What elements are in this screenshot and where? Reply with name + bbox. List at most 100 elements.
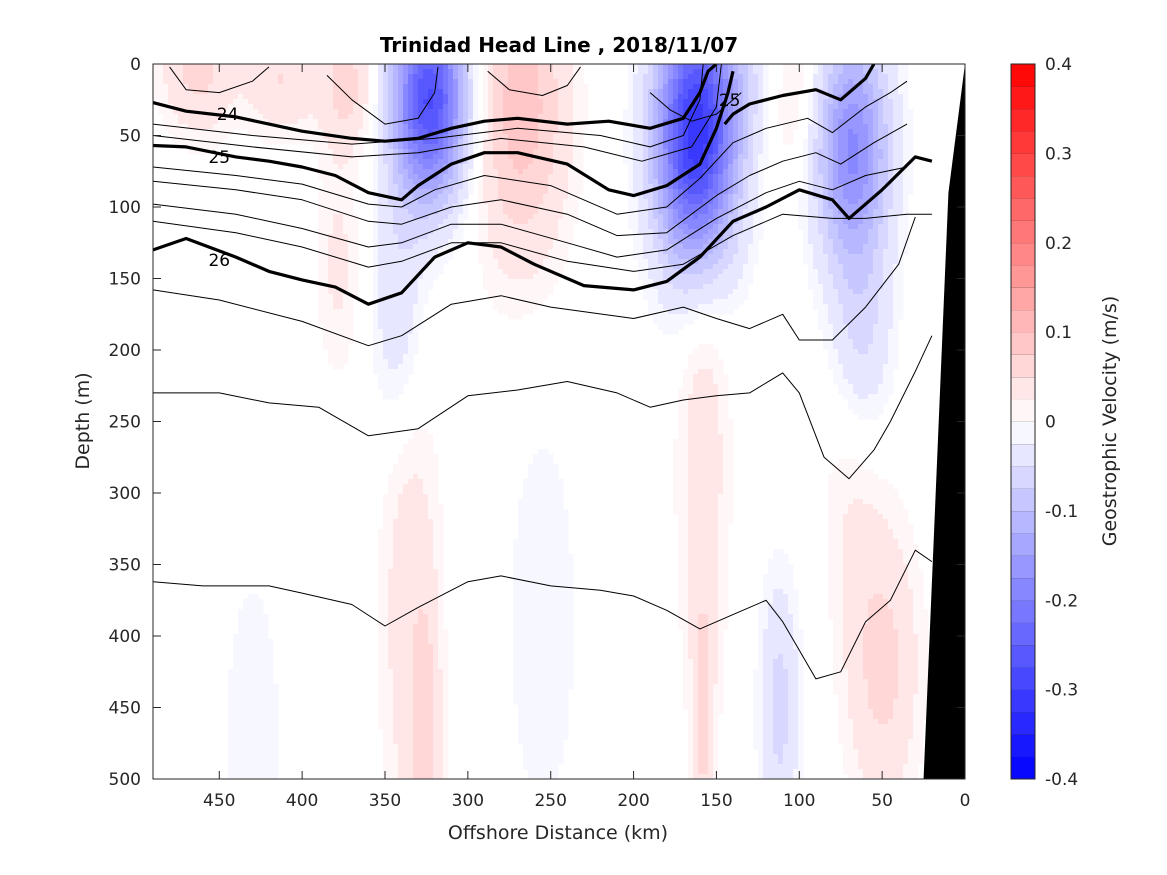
velocity-cell (888, 114, 894, 120)
velocity-cell (538, 79, 544, 85)
velocity-cell (498, 209, 504, 215)
velocity-cell (523, 149, 529, 155)
velocity-cell (173, 64, 179, 70)
velocity-cell (753, 104, 759, 110)
velocity-cell (503, 194, 509, 200)
velocity-cell (218, 134, 224, 140)
velocity-cell (803, 184, 809, 190)
velocity-cell (438, 154, 444, 160)
velocity-cell (758, 109, 764, 115)
velocity-cell (433, 174, 439, 180)
velocity-cell (813, 194, 819, 200)
velocity-cell (288, 64, 294, 70)
velocity-cell (533, 269, 539, 275)
velocity-cell (298, 79, 304, 85)
velocity-cell (538, 84, 544, 90)
velocity-cell (723, 254, 729, 260)
velocity-cell (753, 254, 759, 260)
velocity-cell (888, 94, 894, 100)
velocity-cell (813, 109, 819, 115)
velocity-cell (858, 209, 864, 215)
velocity-cell (663, 259, 669, 265)
velocity-cell (333, 159, 339, 165)
velocity-cell (543, 269, 549, 275)
velocity-cell (733, 84, 739, 90)
velocity-cell (848, 144, 854, 150)
velocity-cell (578, 74, 584, 80)
velocity-cell (683, 149, 689, 155)
velocity-cell (388, 254, 394, 260)
velocity-cell (748, 164, 754, 170)
velocity-cell (398, 274, 404, 280)
velocity-cell (388, 189, 394, 195)
velocity-cell (673, 104, 679, 110)
velocity-cell (343, 199, 349, 205)
velocity-cell (648, 139, 654, 145)
velocity-cell (653, 279, 659, 285)
velocity-cell (358, 79, 364, 85)
velocity-cell (833, 164, 839, 170)
velocity-cell (543, 109, 549, 115)
velocity-cell (433, 184, 439, 190)
velocity-cell (648, 214, 654, 220)
velocity-cell (838, 114, 844, 120)
velocity-cell (458, 189, 464, 195)
velocity-cell (433, 239, 439, 245)
velocity-cell (423, 244, 429, 250)
velocity-cell (563, 214, 569, 220)
velocity-cell (703, 269, 709, 275)
velocity-cell (533, 279, 539, 285)
velocity-cell (433, 89, 439, 95)
velocity-cell (893, 209, 899, 215)
velocity-cell (433, 234, 439, 240)
velocity-cell (878, 194, 884, 200)
velocity-cell (838, 154, 844, 160)
velocity-cell (678, 199, 684, 205)
velocity-cell (878, 204, 884, 210)
velocity-cell (698, 214, 704, 220)
velocity-cell (753, 129, 759, 135)
velocity-cell (728, 214, 734, 220)
velocity-cell (723, 174, 729, 180)
velocity-cell (898, 244, 904, 250)
velocity-cell (833, 129, 839, 135)
velocity-cell (628, 64, 634, 70)
velocity-cell (528, 144, 534, 150)
velocity-cell (158, 74, 164, 80)
velocity-cell (473, 84, 479, 90)
velocity-cell (183, 64, 189, 70)
velocity-cell (338, 224, 344, 230)
velocity-cell (698, 274, 704, 280)
velocity-cell (513, 64, 519, 70)
velocity-cell (398, 224, 404, 230)
velocity-cell (683, 174, 689, 180)
velocity-cell (543, 164, 549, 170)
velocity-cell (863, 244, 869, 250)
velocity-cell (678, 259, 684, 265)
velocity-cell (843, 254, 849, 260)
velocity-cell (463, 79, 469, 85)
velocity-cell (403, 139, 409, 145)
velocity-cell (388, 109, 394, 115)
velocity-cell (443, 244, 449, 250)
velocity-cell (323, 94, 329, 100)
velocity-cell (483, 229, 489, 235)
velocity-cell (558, 234, 564, 240)
velocity-cell (378, 264, 384, 270)
velocity-cell (183, 99, 189, 105)
velocity-cell (853, 74, 859, 80)
velocity-cell (543, 174, 549, 180)
velocity-cell (718, 84, 724, 90)
velocity-cell (653, 129, 659, 135)
velocity-cell (333, 219, 339, 225)
velocity-cell (693, 299, 699, 305)
velocity-cell (348, 74, 354, 80)
velocity-cell (413, 69, 419, 75)
velocity-cell (413, 74, 419, 80)
velocity-cell (453, 149, 459, 155)
velocity-cell (683, 224, 689, 230)
velocity-cell (563, 229, 569, 235)
velocity-cell (723, 164, 729, 170)
velocity-cell (653, 259, 659, 265)
velocity-cell (878, 99, 884, 105)
